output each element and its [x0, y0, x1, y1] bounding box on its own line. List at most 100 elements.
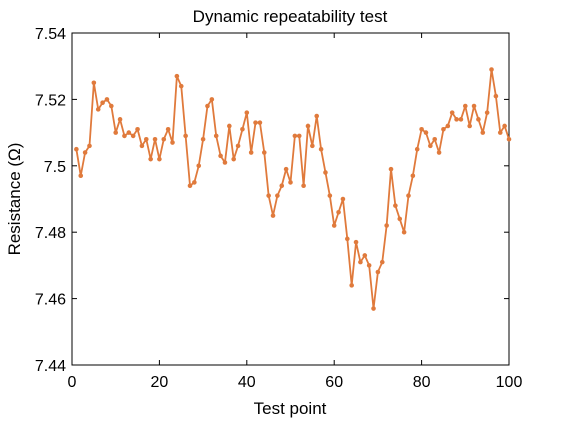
data-point: [463, 103, 468, 109]
data-point: [480, 130, 486, 135]
data-point: [489, 67, 494, 72]
x-tick-label: 0: [68, 374, 77, 391]
data-point: [336, 209, 341, 215]
data-point: [227, 123, 232, 129]
data-point: [113, 130, 118, 135]
axes: 0 20 40 60 80 100 7.44 7.46 7.48 7.5 7.52 7.54: [35, 26, 523, 391]
data-point: [358, 259, 363, 265]
data-point: [78, 173, 84, 179]
data-point: [122, 133, 127, 139]
data-point: [231, 156, 236, 162]
data-point: [100, 100, 105, 106]
y-tick-label: 7.44: [35, 358, 66, 375]
y-tick-label: 7.52: [35, 92, 66, 109]
data-point: [375, 269, 381, 275]
data-point: [445, 123, 451, 129]
data-point: [270, 213, 276, 218]
data-point: [257, 120, 263, 125]
data-point: [371, 306, 376, 311]
y-tick-label: 7.48: [35, 225, 66, 242]
data-point: [428, 143, 433, 149]
data-point: [419, 126, 424, 132]
data-point: [222, 160, 228, 165]
y-tick-label: 7.5: [44, 159, 66, 176]
data-point: [506, 136, 512, 142]
data-point: [406, 193, 411, 198]
data-point: [74, 146, 79, 152]
data-point: [279, 183, 285, 189]
data-point: [192, 180, 197, 185]
data-point: [305, 123, 311, 129]
x-tick-label: 80: [413, 374, 431, 391]
data-point: [209, 97, 215, 102]
data-point: [117, 117, 123, 122]
data-point: [244, 110, 250, 115]
data-point: [248, 150, 254, 155]
data-point: [441, 126, 446, 132]
data-point: [467, 123, 472, 129]
data-point: [126, 130, 132, 135]
data-point: [436, 150, 442, 155]
x-tick-label: 60: [325, 374, 343, 391]
data-point: [323, 170, 328, 175]
data-point: [240, 126, 245, 132]
data-point: [471, 103, 477, 109]
x-tick-label: 20: [151, 374, 169, 391]
data-point: [148, 156, 153, 162]
data-point: [288, 180, 293, 185]
data-point: [502, 123, 507, 129]
series-line: [75, 68, 510, 310]
data-point: [196, 163, 202, 169]
data-point: [454, 117, 459, 122]
data-point: [362, 253, 368, 258]
data-point: [310, 143, 315, 149]
data-point: [91, 80, 97, 86]
data-point: [178, 83, 184, 89]
y-tick-label: 7.46: [35, 292, 66, 309]
x-axis-label: Test point: [254, 399, 327, 418]
plot-area: [71, 32, 510, 366]
data-point: [401, 229, 407, 235]
data-point: [213, 133, 219, 139]
data-point: [484, 110, 490, 115]
x-tick-label: 100: [496, 374, 523, 391]
data-point: [318, 146, 324, 152]
data-point: [235, 143, 241, 149]
data-point: [410, 173, 416, 179]
data-point: [296, 133, 302, 139]
data-point: [345, 236, 350, 242]
data-point: [87, 143, 92, 149]
data-point: [109, 103, 114, 109]
data-point: [301, 183, 306, 189]
data-point: [82, 150, 88, 155]
data-point: [261, 150, 267, 155]
y-tick-label: 7.54: [35, 26, 66, 43]
series-layer: [74, 67, 512, 311]
data-point: [384, 223, 389, 228]
data-point: [266, 193, 271, 198]
data-point: [205, 103, 210, 109]
data-point: [353, 239, 359, 245]
data-point: [218, 153, 223, 159]
data-point: [275, 193, 280, 198]
y-axis-label: Resistance (Ω): [5, 143, 24, 256]
data-point: [95, 107, 101, 112]
data-point: [161, 136, 167, 142]
data-point: [327, 193, 333, 198]
data-point: [388, 166, 394, 172]
data-point: [331, 223, 337, 228]
data-point: [423, 130, 429, 135]
chart-title: Dynamic repeatability test: [193, 7, 388, 26]
data-point: [349, 283, 354, 288]
data-point: [497, 130, 503, 135]
data-point: [143, 136, 149, 142]
data-point: [152, 136, 158, 142]
data-point: [174, 73, 180, 79]
data-point: [366, 263, 372, 268]
data-point: [130, 133, 136, 139]
data-point: [379, 259, 385, 265]
data-point: [397, 216, 403, 222]
data-point: [200, 136, 206, 142]
data-point: [183, 133, 188, 139]
